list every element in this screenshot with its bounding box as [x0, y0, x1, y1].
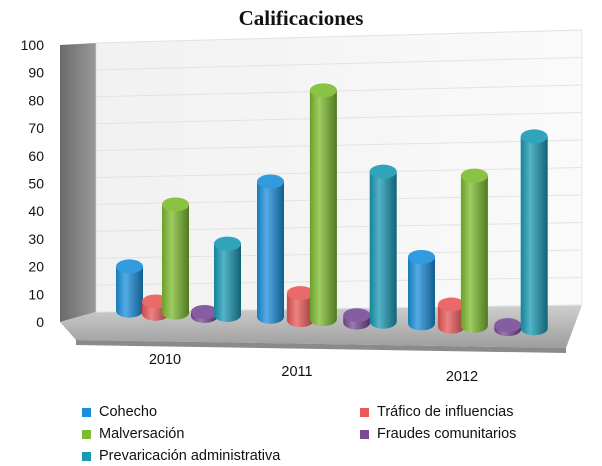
bar [286, 286, 314, 328]
y-tick-label: 90 [28, 65, 44, 81]
bar-body [437, 304, 465, 334]
legend-item: Fraudes comunitarios [360, 426, 516, 442]
y-tick-label: 40 [28, 203, 44, 219]
x-tick-label: 2011 [281, 364, 312, 380]
legend-swatch [360, 407, 369, 417]
floor-edge [76, 340, 566, 353]
bar [520, 129, 548, 336]
y-tick-label: 60 [28, 148, 44, 164]
bar [191, 304, 218, 323]
bar-body [116, 266, 143, 318]
bar-body [460, 175, 488, 333]
y-tick-label: 50 [28, 176, 44, 192]
y-tick-label: 20 [28, 259, 44, 275]
legend-label: Fraudes comunitarios [377, 426, 517, 442]
bar-cap [162, 197, 189, 212]
legend-swatch [82, 429, 91, 439]
legend-label: Cohecho [99, 404, 158, 420]
gridline [95, 57, 583, 71]
bar-cap [214, 236, 241, 251]
gridline [95, 112, 583, 125]
plot-area: 0 10 20 30 40 50 60 70 80 90 100 2010 2011 2012 [21, 29, 583, 385]
bar-cap [309, 83, 337, 98]
gridline [95, 84, 583, 98]
bar-body [286, 293, 314, 328]
legend-item: Prevaricación administrativa [82, 448, 280, 464]
bar-body [408, 256, 435, 331]
bar [343, 308, 371, 330]
bar [408, 249, 435, 331]
bar-cap [116, 259, 143, 274]
bar-body [309, 90, 337, 327]
x-tick-label: 2010 [149, 352, 181, 368]
bar-body [520, 136, 548, 336]
bar [257, 174, 284, 324]
bar-cap [191, 304, 218, 319]
bar [437, 297, 465, 334]
x-tick-label: 2012 [446, 369, 478, 385]
gridline [95, 29, 583, 44]
legend-swatch [82, 407, 91, 417]
bar-cap [343, 308, 371, 323]
bar [116, 259, 143, 318]
bar-cap [286, 286, 314, 301]
y-tick-label: 10 [28, 286, 44, 302]
bar-body [257, 181, 284, 324]
bar-cap [408, 249, 435, 264]
bar [460, 168, 488, 333]
legend-item: Tráfico de influencias [360, 404, 513, 420]
bar [214, 236, 241, 322]
legend-item: Malversación [82, 426, 184, 442]
y-tick-label: 100 [21, 37, 45, 53]
legend-label: Malversación [99, 426, 185, 442]
legend-item: Cohecho [82, 404, 157, 420]
bar-cap [460, 168, 488, 183]
legend-label: Prevaricación administrativa [99, 448, 281, 464]
y-tick-label: 30 [28, 231, 44, 247]
bar-cap [257, 174, 284, 189]
legend-swatch [360, 429, 369, 439]
gridline [95, 139, 583, 152]
side-wall [60, 43, 96, 322]
bar-cap [520, 129, 548, 144]
bar [162, 197, 189, 320]
y-tick-label: 0 [36, 314, 44, 330]
bar-body [369, 171, 397, 329]
bar [369, 164, 397, 329]
bar-cap [369, 164, 397, 179]
y-tick-label: 80 [28, 92, 44, 108]
bar-body [214, 243, 241, 322]
gridline [95, 167, 583, 178]
bar-cap [437, 297, 465, 312]
y-tick-label: 70 [28, 120, 44, 136]
bar-body [162, 204, 189, 320]
bar [494, 318, 522, 337]
legend-swatch [82, 451, 91, 461]
legend-label: Tráfico de influencias [377, 404, 514, 420]
bar-cap [494, 318, 522, 333]
chart-title: Calificaciones [238, 6, 364, 30]
bar [309, 83, 337, 327]
